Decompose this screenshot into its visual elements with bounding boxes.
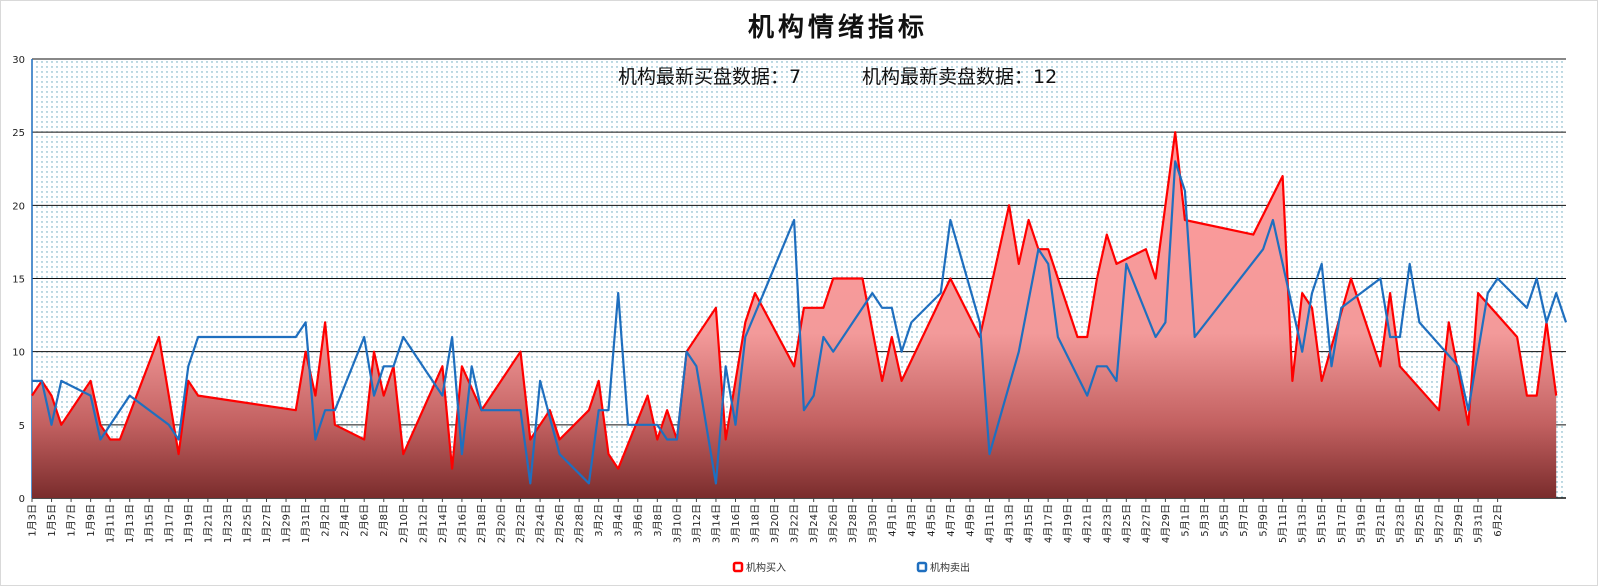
x-tick-label: 4月25日 (1121, 504, 1133, 543)
x-tick-label: 1月7日 (66, 504, 78, 537)
x-tick-label: 5月31日 (1473, 504, 1485, 543)
x-tick-label: 4月15日 (1023, 504, 1035, 543)
x-tick-label: 1月27日 (261, 504, 273, 543)
x-tick-label: 2月18日 (476, 504, 488, 543)
x-tick-label: 2月24日 (535, 504, 547, 543)
x-tick-label: 5月7日 (1238, 504, 1250, 537)
x-tick-label: 1月11日 (105, 504, 117, 543)
x-tick-label: 1月25日 (241, 504, 253, 543)
legend-buy-swatch (732, 561, 744, 573)
x-tick-label: 4月11日 (984, 504, 996, 543)
chart-title: 机构情绪指标 (748, 12, 928, 43)
x-tick-label: 5月5日 (1219, 504, 1231, 537)
x-tick-label: 4月19日 (1062, 504, 1074, 543)
x-tick-label: 3月6日 (632, 504, 644, 537)
x-tick-label: 2月16日 (456, 504, 468, 543)
x-tick-label: 2月22日 (515, 504, 527, 543)
x-tick-label: 4月21日 (1082, 504, 1094, 543)
x-tick-label: 5月9日 (1258, 504, 1270, 537)
legend: 机构买入 机构卖出 (732, 561, 970, 574)
x-tick-label: 3月28日 (847, 504, 859, 543)
x-tick-label: 2月8日 (378, 504, 390, 537)
x-tick-label: 3月26日 (828, 504, 840, 543)
buy-series-line (31, 131, 1558, 470)
x-tick-label: 5月27日 (1433, 504, 1445, 543)
x-tick-label: 3月24日 (808, 504, 820, 543)
x-tick-label: 1月29日 (281, 504, 293, 543)
legend-item-sell[interactable]: 机构卖出 (916, 561, 970, 574)
x-tick-label: 4月9日 (964, 504, 976, 537)
x-tick-label: 2月2日 (320, 504, 332, 537)
x-tick-label: 3月2日 (593, 504, 605, 537)
y-tick-label: 30 (12, 55, 25, 66)
x-tick-label: 4月17日 (1043, 504, 1055, 543)
x-tick-label: 2月28日 (574, 504, 586, 543)
x-tick-label: 4月5日 (925, 504, 937, 537)
x-tick-label: 1月9日 (85, 504, 97, 537)
x-tick-label: 2月10日 (398, 504, 410, 543)
x-tick-label: 3月10日 (671, 504, 683, 543)
y-tick-label: 10 (12, 348, 25, 359)
y-tick-label: 20 (12, 201, 25, 212)
x-tick-label: 5月15日 (1316, 504, 1328, 543)
x-tick-label: 3月4日 (613, 504, 625, 537)
x-tick-label: 2月6日 (359, 504, 371, 537)
x-tick-label: 3月22日 (789, 504, 801, 543)
x-tick-label: 1月3日 (27, 504, 39, 537)
x-tick-label: 3月8日 (652, 504, 664, 537)
x-tick-label: 5月25日 (1414, 504, 1426, 543)
x-tick-label: 5月13日 (1297, 504, 1309, 543)
x-tick-label: 2月26日 (554, 504, 566, 543)
x-tick-label: 1月23日 (222, 504, 234, 543)
x-tick-label: 6月2日 (1492, 504, 1504, 537)
y-tick-label: 0 (19, 494, 25, 505)
x-tick-label: 1月17日 (163, 504, 175, 543)
x-tick-label: 4月27日 (1140, 504, 1152, 543)
x-tick-label: 2月12日 (417, 504, 429, 543)
x-tick-label: 4月29日 (1160, 504, 1172, 543)
x-tick-label: 5月11日 (1277, 504, 1289, 543)
x-tick-label: 2月14日 (437, 504, 449, 543)
x-tick-label: 4月3日 (906, 504, 918, 537)
x-tick-label: 3月12日 (691, 504, 703, 543)
x-tick-label: 3月30日 (867, 504, 879, 543)
buy-area-fill (32, 132, 1557, 498)
latest-sell-text: 机构最新卖盘数据：12 (862, 66, 1057, 88)
x-tick-label: 5月1日 (1179, 504, 1191, 537)
legend-buy-label: 机构买入 (746, 561, 786, 574)
x-tick-label: 3月20日 (769, 504, 781, 543)
x-tick-label: 3月18日 (750, 504, 762, 543)
y-tick-label: 25 (12, 128, 25, 139)
legend-sell-swatch (916, 561, 928, 573)
x-tick-label: 4月1日 (886, 504, 898, 537)
x-tick-label: 4月7日 (945, 504, 957, 537)
x-tick-label: 5月19日 (1355, 504, 1367, 543)
x-tick-label: 5月23日 (1394, 504, 1406, 543)
x-tick-label: 1月13日 (124, 504, 136, 543)
legend-item-buy[interactable]: 机构买入 (732, 561, 786, 574)
x-tick-label: 4月13日 (1004, 504, 1016, 543)
legend-sell-label: 机构卖出 (930, 561, 970, 574)
y-axis: 0 5 10 15 20 25 30 (12, 55, 33, 505)
x-tick-label: 2月20日 (495, 504, 507, 543)
x-tick-label: 1月19日 (183, 504, 195, 543)
x-tick-label: 5月21日 (1375, 504, 1387, 543)
x-tick-label: 1月31日 (300, 504, 312, 543)
x-tick-label: 1月15日 (144, 504, 156, 543)
x-tick-label: 1月5日 (46, 504, 58, 537)
x-tick-label: 2月4日 (339, 504, 351, 537)
x-tick-label: 5月3日 (1199, 504, 1211, 537)
latest-buy-text: 机构最新买盘数据：7 (618, 66, 801, 88)
x-tick-label: 1月21日 (202, 504, 214, 543)
y-tick-label: 15 (12, 275, 25, 286)
y-tick-label: 5 (19, 421, 25, 432)
x-tick-label: 3月14日 (710, 504, 722, 543)
sell-series-line (32, 160, 1568, 485)
x-tick-label: 5月17日 (1336, 504, 1348, 543)
x-tick-label: 3月16日 (730, 504, 742, 543)
x-axis: 1月3日 1月5日 1月7日 1月9日 1月11日 1月13日 1月15日 1月17日 1月19… (27, 498, 1504, 543)
x-tick-label: 4月23日 (1101, 504, 1113, 543)
x-tick-label: 5月29日 (1453, 504, 1465, 543)
